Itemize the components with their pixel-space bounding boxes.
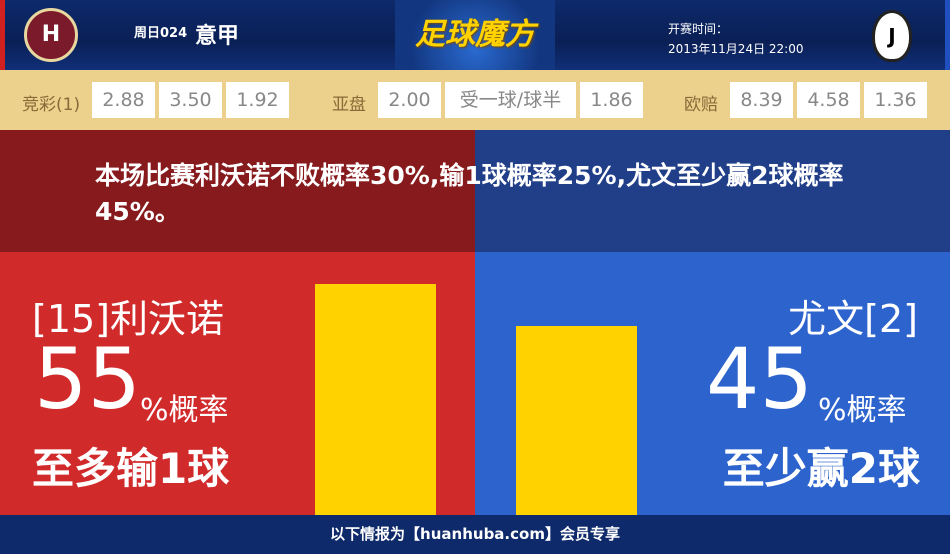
jc-label: 竞彩(1) <box>22 95 81 115</box>
home-pct-unit: %概率 <box>140 393 229 428</box>
home-team-logo: H <box>24 8 78 62</box>
odds-value: 4.58 <box>797 82 860 118</box>
home-probability-bar <box>315 284 436 515</box>
away-pct: 45 <box>706 330 813 428</box>
odds-value: 2.00 <box>378 82 441 118</box>
match-round: 周日024 <box>134 26 188 41</box>
odds-value: 1.36 <box>864 82 927 118</box>
away-probability-bar <box>516 326 637 515</box>
home-outcome: 至多输1球 <box>32 444 230 493</box>
home-team-name: [15]利沃诺 <box>32 297 225 341</box>
odds-bar: 竞彩(1) 2.88 3.50 1.92 亚盘 2.00 受一球/球半 1.86… <box>0 70 950 130</box>
odds-value: 2.88 <box>92 82 155 118</box>
eu-label: 欧赔 <box>684 95 718 115</box>
away-pct-unit: %概率 <box>818 393 907 428</box>
odds-value: 受一球/球半 <box>445 82 576 118</box>
away-team-name: 尤文[2] <box>788 297 918 341</box>
league-name: 意甲 <box>195 24 240 49</box>
odds-value: 8.39 <box>730 82 793 118</box>
odds-value: 3.50 <box>159 82 222 118</box>
summary-bg-home <box>0 130 475 252</box>
kickoff-label: 开赛时间： <box>668 22 729 36</box>
odds-value: 1.86 <box>580 82 643 118</box>
home-pct: 55 <box>34 330 141 428</box>
kickoff-time: 2013年11月24日 22:00 <box>668 42 804 56</box>
brand-logo: 足球魔方 <box>395 0 555 70</box>
away-team-logo: J <box>872 10 912 62</box>
away-outcome: 至少赢2球 <box>722 444 920 493</box>
ya-label: 亚盘 <box>332 95 366 115</box>
summary-bg-away <box>475 130 950 252</box>
summary-text: 本场比赛利沃诺不败概率30%,输1球概率25%,尤文至少赢2球概率45%。 <box>95 161 844 226</box>
members-footer[interactable]: 以下情报为【huanhuba.com】会员专享 <box>0 515 950 554</box>
odds-value: 1.92 <box>226 82 289 118</box>
